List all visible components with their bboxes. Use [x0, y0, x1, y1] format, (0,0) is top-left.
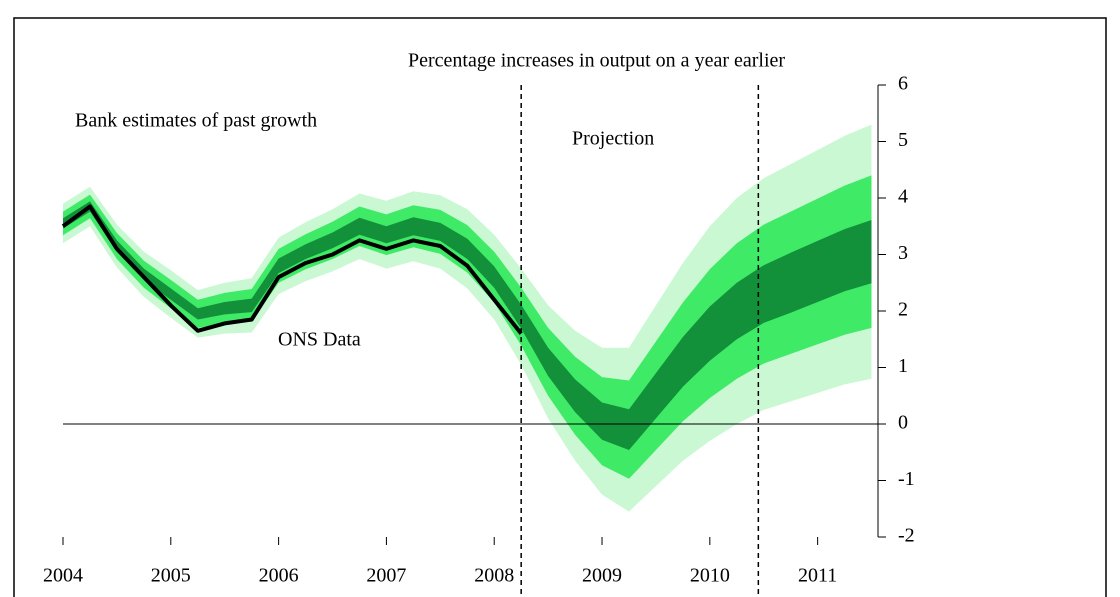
- annotation: Percentage increases in output on a year…: [408, 50, 785, 72]
- x-tick-label: 2010: [690, 565, 730, 587]
- x-tick-label: 2007: [366, 565, 406, 587]
- y-tick-label: -1: [898, 468, 915, 490]
- annotation: ONS Data: [278, 329, 361, 351]
- annotation: Projection: [572, 128, 654, 150]
- y-tick-label: 3: [898, 242, 908, 264]
- x-tick-label: 2008: [474, 565, 514, 587]
- x-tick-label: 2011: [798, 565, 837, 587]
- y-tick-label: 1: [898, 355, 908, 377]
- y-tick-label: 5: [898, 129, 908, 151]
- y-tick-label: 6: [898, 73, 908, 95]
- x-tick-label: 2009: [582, 565, 622, 587]
- y-tick-label: 4: [898, 186, 908, 208]
- fan-band: [63, 201, 872, 450]
- y-tick-label: 0: [898, 412, 908, 434]
- y-tick-label: -2: [898, 525, 915, 547]
- x-tick-label: 2004: [43, 565, 83, 587]
- y-tick-label: 2: [898, 299, 908, 321]
- fan-band: [63, 175, 872, 479]
- x-tick-label: 2005: [151, 565, 191, 587]
- ons-line: [61, 204, 523, 335]
- frame: [13, 17, 1107, 597]
- x-tick-label: 2006: [259, 565, 299, 587]
- annotation: Bank estimates of past growth: [75, 110, 317, 132]
